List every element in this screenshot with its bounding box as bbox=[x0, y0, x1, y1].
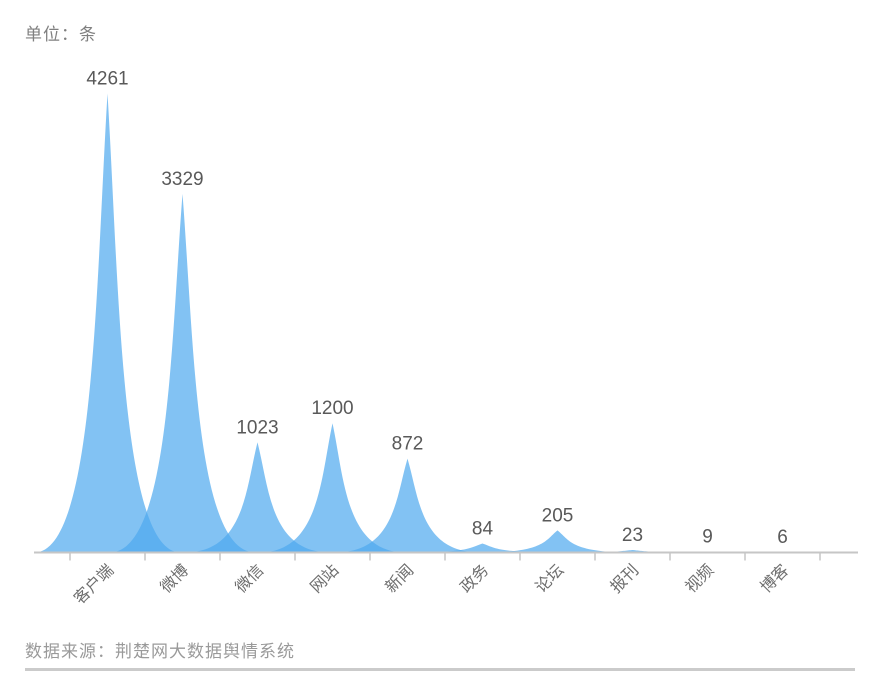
value-label-网站: 1200 bbox=[311, 398, 353, 419]
bottom-divider bbox=[25, 668, 855, 671]
axis-label-网站: 网站 bbox=[307, 561, 342, 596]
value-label-报刊: 23 bbox=[622, 525, 643, 546]
peak-报刊 bbox=[559, 550, 706, 553]
value-label-微信: 1023 bbox=[236, 417, 278, 438]
peak-微博 bbox=[109, 193, 256, 553]
axis-label-政务: 政务 bbox=[457, 561, 492, 596]
axis-label-视频: 视频 bbox=[682, 561, 717, 596]
data-source-label: 数据来源：荆楚网大数据舆情系统 bbox=[25, 642, 295, 661]
value-label-论坛: 205 bbox=[542, 505, 574, 526]
peak-客户端 bbox=[34, 93, 181, 553]
axis-label-新闻: 新闻 bbox=[382, 561, 417, 596]
axis-label-博客: 博客 bbox=[757, 561, 792, 596]
axis-label-微博: 微博 bbox=[157, 561, 192, 596]
value-label-视频: 9 bbox=[702, 527, 713, 548]
value-label-客户端: 4261 bbox=[86, 69, 128, 90]
value-label-微博: 3329 bbox=[161, 169, 203, 190]
axis-label-客户端: 客户端 bbox=[71, 561, 118, 608]
value-label-新闻: 872 bbox=[392, 434, 424, 455]
peak-微信 bbox=[184, 442, 331, 553]
axis-label-论坛: 论坛 bbox=[532, 561, 567, 596]
peak-论坛 bbox=[484, 530, 631, 553]
axis-label-报刊: 报刊 bbox=[607, 561, 642, 596]
unit-label: 单位：条 bbox=[25, 25, 97, 44]
value-label-博客: 6 bbox=[777, 527, 788, 548]
value-label-政务: 84 bbox=[472, 518, 494, 539]
peak-政务 bbox=[409, 543, 556, 553]
peak-网站 bbox=[259, 423, 406, 553]
peak-新闻 bbox=[334, 458, 481, 553]
axis-label-微信: 微信 bbox=[232, 561, 267, 596]
